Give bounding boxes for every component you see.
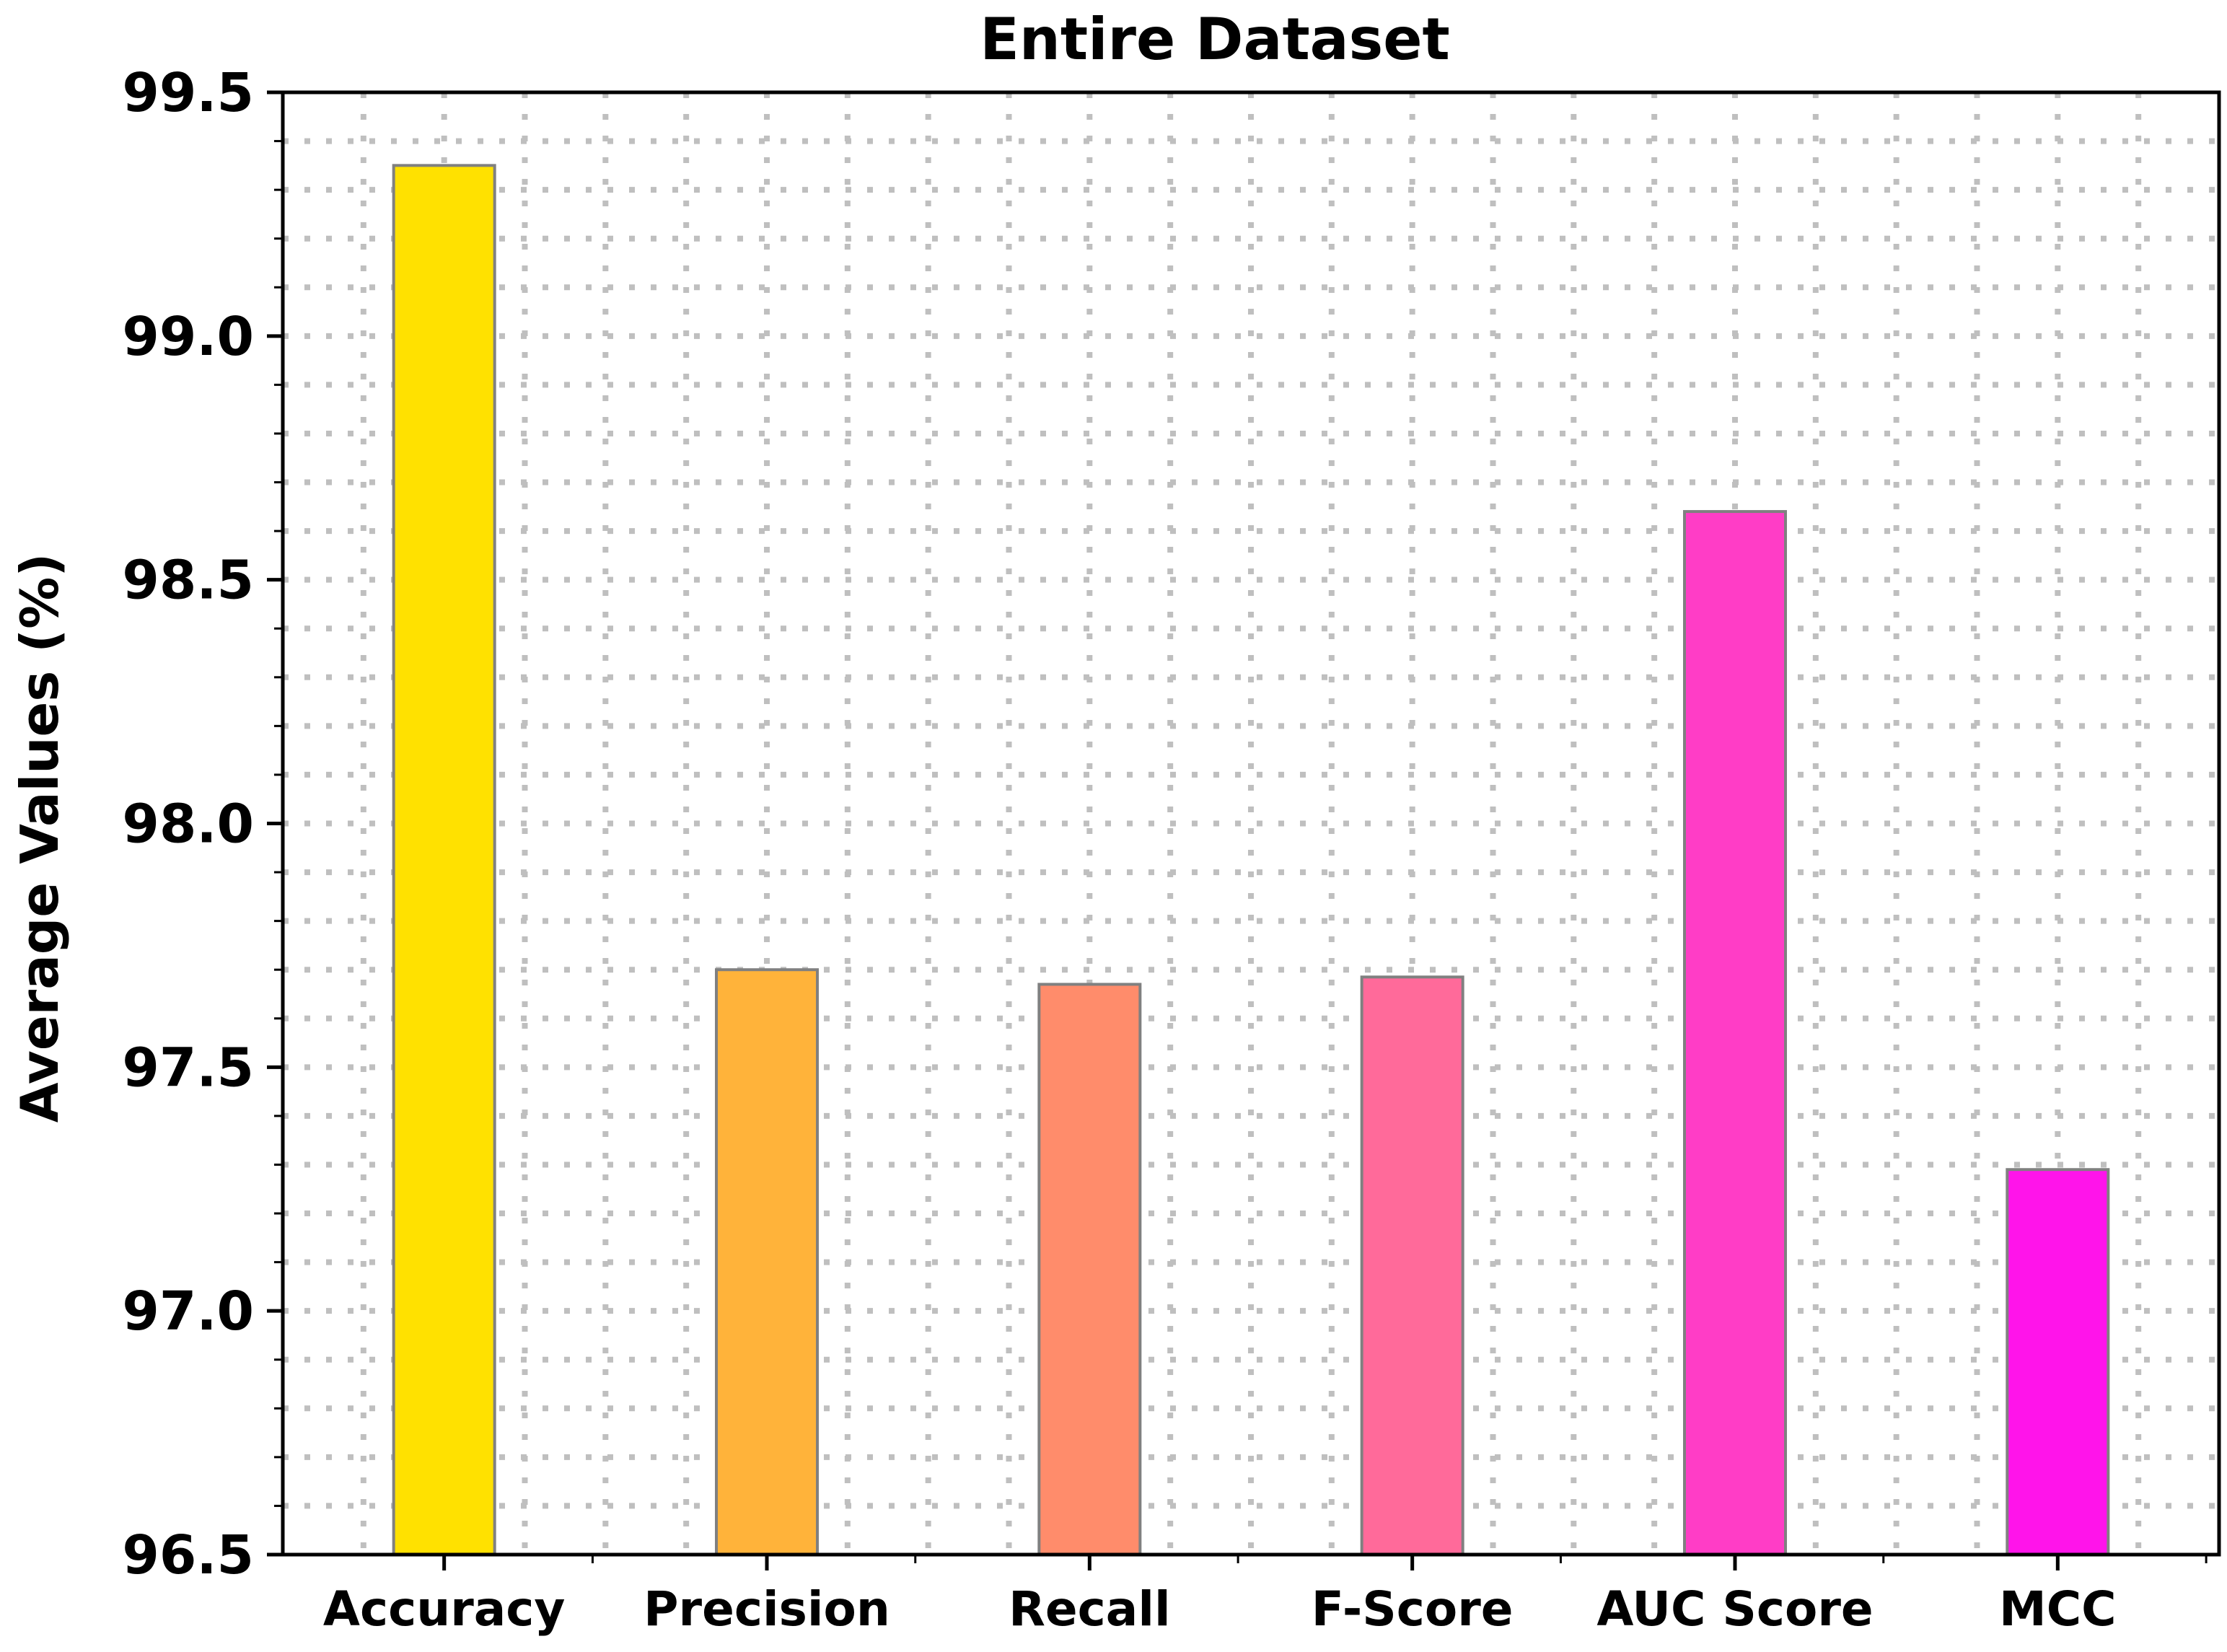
- bar-accuracy: [392, 164, 496, 1557]
- y-tick-label: 98.0: [122, 794, 254, 856]
- bar-auc-score: [1683, 510, 1787, 1556]
- x-tick-labels: Accuracy Precision Recall F-Score AUC Score M…: [323, 1581, 2117, 1637]
- y-tick-label: 99.0: [122, 306, 254, 368]
- y-tick-label: 97.0: [122, 1280, 254, 1343]
- y-tick-labels: 96.5 97.0 97.5 98.0 98.5 99.0 99.5: [122, 62, 254, 1586]
- x-tick-label: AUC Score: [1596, 1581, 1873, 1637]
- bars: [392, 164, 2110, 1557]
- y-axis-label: Average Values (%): [9, 553, 70, 1122]
- y-tick-label: 97.5: [122, 1037, 254, 1099]
- bar-f-score: [1360, 975, 1464, 1556]
- x-tick-label: Precision: [643, 1581, 890, 1637]
- x-tick-label: F-Score: [1312, 1581, 1514, 1637]
- bar-recall: [1037, 983, 1142, 1556]
- y-tick-label: 98.5: [122, 550, 254, 612]
- axis-ticks: [267, 90, 2208, 1570]
- x-tick-label: Recall: [1009, 1581, 1171, 1637]
- y-tick-label: 99.5: [122, 62, 254, 124]
- y-tick-label: 96.5: [122, 1524, 254, 1586]
- bar-precision: [715, 968, 819, 1556]
- x-tick-label: Accuracy: [323, 1581, 566, 1637]
- grid: [283, 92, 2219, 1555]
- bar-mcc: [2006, 1168, 2110, 1557]
- x-tick-label: MCC: [1999, 1581, 2117, 1637]
- chart-title: Entire Dataset: [980, 6, 1450, 73]
